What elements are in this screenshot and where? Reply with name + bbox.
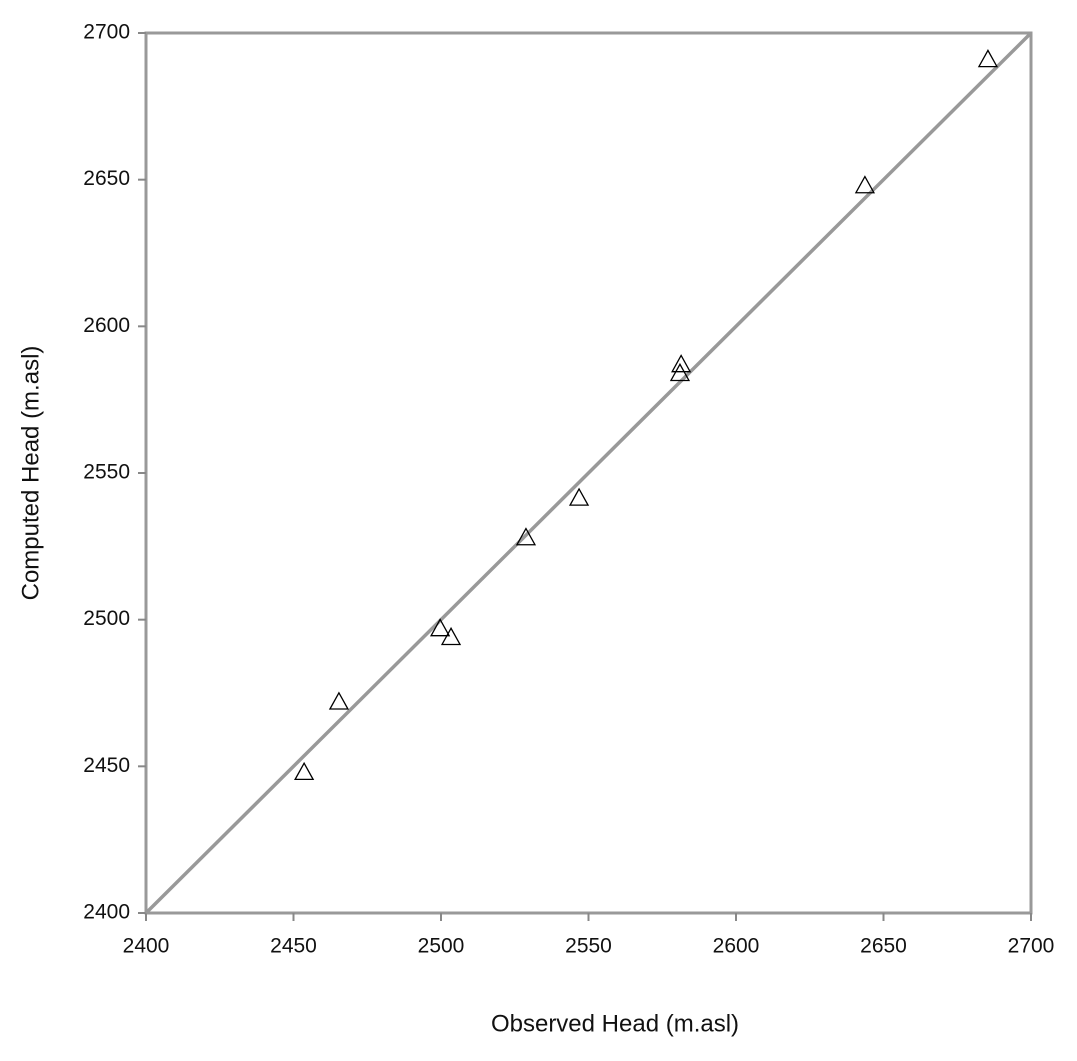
- data-point: [328, 691, 350, 710]
- x-tick-label: 2700: [1008, 935, 1055, 958]
- data-point: [669, 362, 691, 382]
- x-tick-label: 2550: [565, 935, 612, 958]
- y-axis-title: Computed Head (m.asl): [17, 346, 44, 601]
- x-tick-label: 2400: [123, 935, 170, 958]
- x-tick-label: 2650: [860, 935, 907, 958]
- y-tick-label: 2600: [83, 314, 130, 337]
- data-point: [568, 487, 590, 506]
- y-tick-label: 2450: [83, 754, 130, 777]
- x-tick-label: 2500: [418, 935, 465, 958]
- y-tick-label: 2700: [83, 21, 130, 44]
- reference-line: [144, 31, 1033, 915]
- data-point: [430, 618, 451, 637]
- x-tick-label: 2450: [270, 935, 317, 958]
- data-point: [854, 175, 876, 194]
- x-tick-label: 2600: [713, 935, 760, 958]
- data-point: [977, 49, 999, 68]
- y-tick-label: 2550: [83, 461, 130, 484]
- data-point: [440, 626, 462, 646]
- y-tick-label: 2650: [83, 167, 130, 190]
- data-point: [671, 354, 692, 373]
- x-axis-title: Observed Head (m.asl): [491, 1010, 739, 1037]
- data-point: [515, 527, 537, 546]
- y-tick-label: 2500: [83, 607, 130, 630]
- y-tick-label: 2400: [83, 901, 130, 924]
- data-point: [294, 761, 315, 781]
